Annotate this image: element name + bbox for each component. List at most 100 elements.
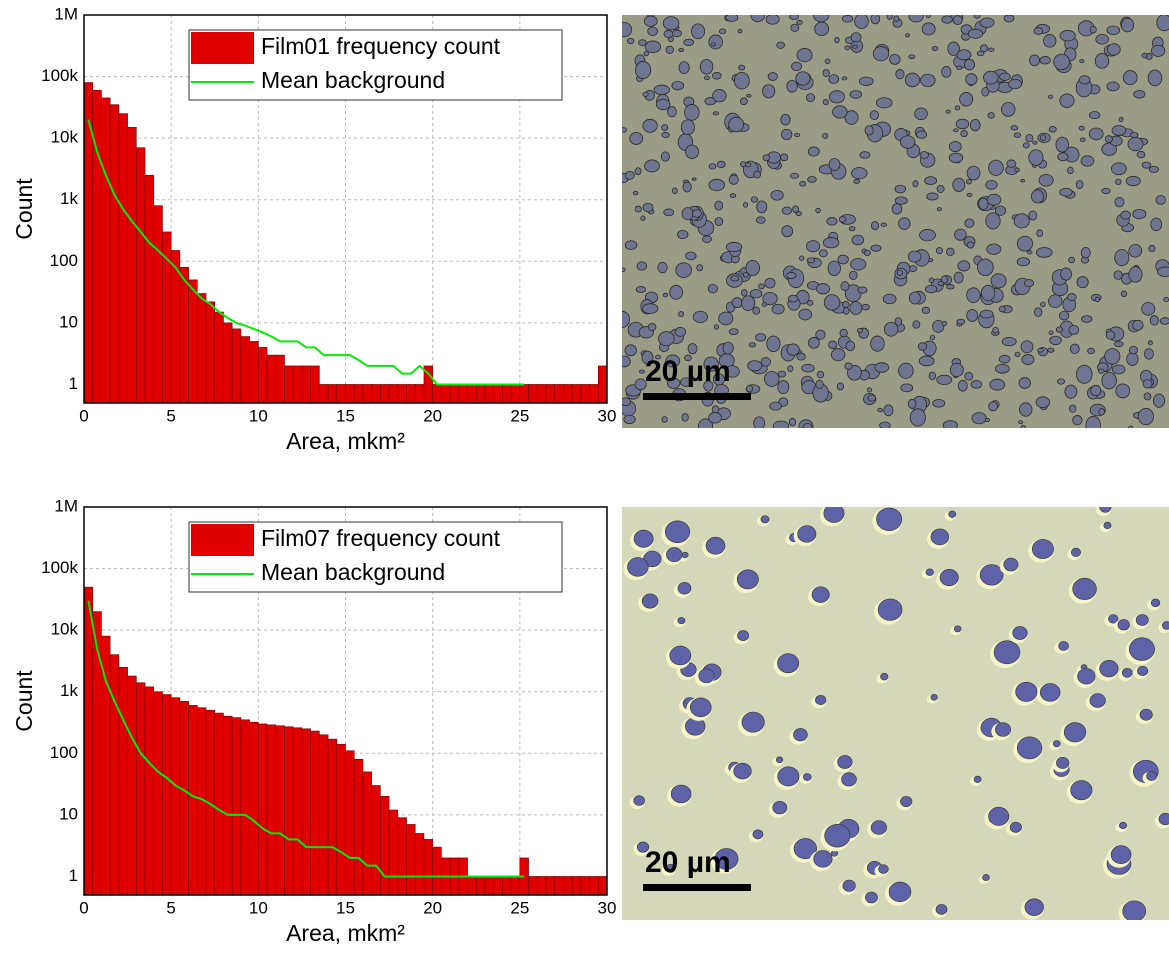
particle	[966, 287, 981, 303]
particle	[872, 46, 890, 62]
pore	[888, 881, 912, 903]
particle	[1003, 15, 1015, 23]
particle	[745, 162, 752, 168]
particle	[841, 15, 854, 23]
particle	[952, 128, 959, 133]
pore	[1024, 898, 1044, 916]
histogram-bar	[580, 384, 590, 404]
particle	[979, 44, 989, 53]
pore	[1070, 780, 1093, 801]
particle	[711, 72, 722, 80]
x-tick-label: 25	[510, 898, 529, 917]
particle	[1101, 371, 1117, 390]
histogram-bar	[136, 682, 146, 896]
histogram-bar	[353, 384, 364, 404]
particle	[1010, 125, 1019, 131]
particle	[1133, 90, 1146, 99]
pore	[681, 551, 689, 559]
particle	[986, 243, 1002, 255]
particle	[1021, 354, 1035, 365]
particle	[1075, 180, 1084, 189]
particle	[674, 326, 687, 337]
y-tick-label: 100k	[41, 558, 78, 577]
particle	[875, 97, 893, 109]
pore	[995, 722, 1011, 737]
particle	[1037, 348, 1044, 353]
particle	[669, 284, 683, 300]
particle	[956, 318, 966, 325]
particle	[642, 118, 658, 133]
pore	[925, 568, 934, 576]
particle	[1059, 30, 1076, 42]
pore	[930, 528, 950, 546]
particle	[635, 286, 646, 293]
pore	[1099, 659, 1119, 678]
particle	[867, 394, 876, 402]
particle	[1035, 247, 1053, 258]
pore	[1103, 521, 1112, 530]
particle	[786, 271, 797, 279]
particle	[623, 414, 636, 424]
particle	[712, 111, 719, 116]
particle	[1048, 126, 1057, 133]
histogram-bar	[223, 322, 233, 404]
particle	[1097, 368, 1105, 374]
histogram-bar	[475, 876, 486, 896]
particle	[795, 71, 811, 86]
particle	[644, 40, 662, 54]
particle	[966, 309, 979, 322]
pore	[669, 645, 692, 666]
particle	[889, 53, 901, 65]
particle	[801, 363, 815, 373]
particle	[684, 104, 700, 121]
particle	[1072, 415, 1083, 426]
histogram-bar	[589, 384, 599, 404]
pore	[935, 904, 948, 915]
particle	[718, 311, 734, 326]
particle	[794, 132, 801, 137]
particle	[966, 241, 975, 249]
particle	[790, 23, 800, 32]
pore	[1128, 637, 1155, 661]
particle	[1000, 102, 1016, 117]
particle	[921, 306, 930, 314]
particle	[924, 176, 938, 185]
particle	[772, 420, 790, 428]
histogram-bar	[345, 750, 355, 896]
particle	[752, 306, 761, 315]
particle	[661, 416, 668, 423]
particle	[671, 29, 682, 38]
histogram-bar	[493, 876, 503, 896]
pore	[1161, 621, 1169, 630]
legend-swatch	[191, 524, 254, 556]
particle	[883, 321, 899, 337]
particle	[653, 84, 670, 96]
particle	[1049, 335, 1062, 346]
histogram-bar	[144, 686, 155, 896]
particle	[919, 151, 929, 159]
particle	[771, 303, 785, 315]
particle	[918, 355, 935, 367]
histogram-bar	[362, 384, 372, 404]
pore	[737, 630, 750, 641]
particle	[898, 217, 911, 230]
particle	[1038, 173, 1054, 187]
particle	[1120, 17, 1135, 33]
pore	[741, 711, 765, 733]
micrograph	[622, 507, 1169, 920]
micrograph	[622, 15, 1169, 428]
particle	[622, 22, 633, 38]
particle	[859, 151, 871, 159]
histogram-bar	[380, 384, 390, 404]
particle	[898, 362, 914, 379]
pore	[793, 728, 808, 742]
histogram-bar	[275, 725, 285, 896]
particle	[1008, 78, 1022, 90]
pore	[1009, 821, 1022, 833]
particle	[973, 15, 981, 19]
particle	[764, 370, 780, 387]
particle	[634, 205, 642, 213]
particle	[1006, 159, 1017, 168]
particle	[1118, 116, 1124, 123]
particle	[908, 54, 916, 59]
